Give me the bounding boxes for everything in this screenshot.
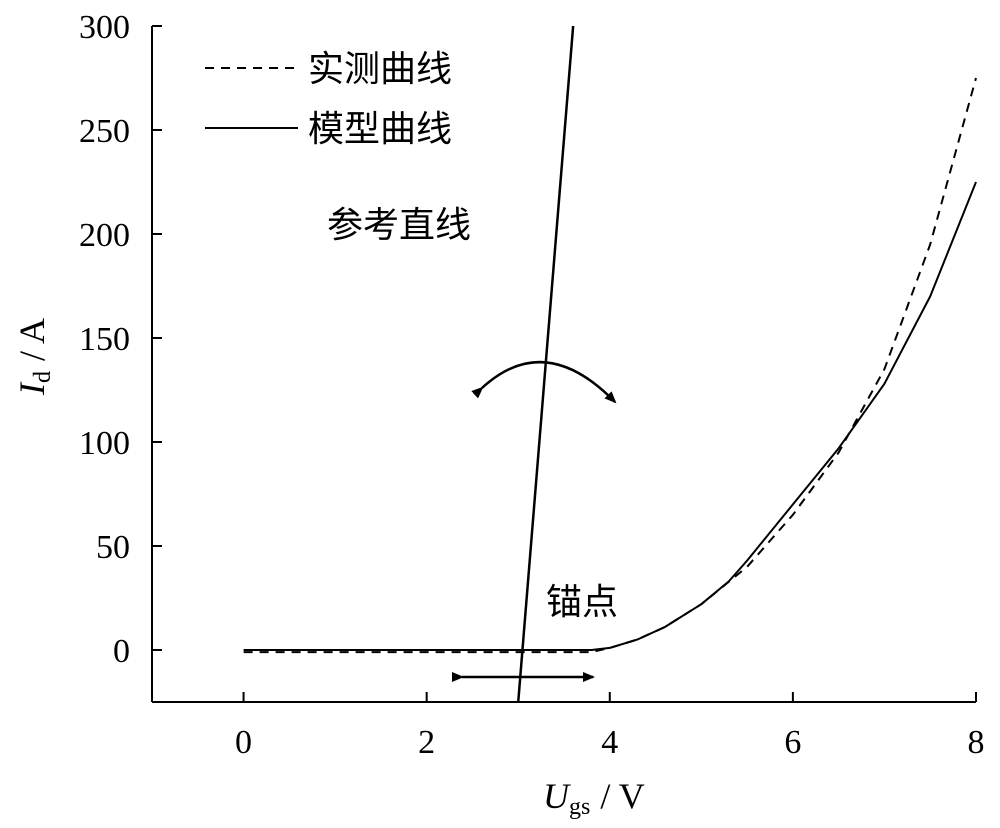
y-axis-symbol: I — [12, 381, 52, 396]
y-axis-subscript: d — [30, 371, 56, 383]
x-axis-subscript: gs — [569, 794, 590, 820]
reference-line — [516, 25, 575, 703]
x-tick-label: 8 — [968, 724, 985, 761]
x-tick-label: 0 — [235, 724, 252, 761]
legend-label-measured: 实测曲线 — [308, 49, 452, 90]
ticks: 0 2 4 6 8 0 50 100 150 200 250 300 — [79, 9, 985, 761]
rotation-arrow — [471, 360, 617, 404]
legend: 实测曲线 模型曲线 — [205, 49, 452, 150]
reference-line-label: 参考直线 — [327, 205, 471, 246]
x-tick-label: 4 — [601, 724, 618, 761]
y-tick-label: 100 — [79, 425, 130, 462]
y-tick-label: 200 — [79, 217, 130, 254]
series-layer — [243, 25, 977, 703]
anchor-point-label: 锚点 — [546, 582, 618, 623]
x-tick-label: 6 — [784, 724, 801, 761]
x-axis-symbol: U — [543, 776, 571, 816]
series-line-0 — [243, 77, 977, 654]
x-tick-label: 2 — [418, 724, 435, 761]
x-axis-unit: / V — [600, 776, 644, 816]
y-axis-label: Id / A — [12, 318, 56, 396]
axes — [151, 26, 976, 703]
x-axis-label: Ugs / V — [543, 776, 645, 820]
series-line-1 — [243, 181, 977, 651]
y-tick-label: 50 — [96, 529, 130, 566]
y-tick-label: 300 — [79, 9, 130, 46]
y-tick-label: 250 — [79, 113, 130, 150]
legend-label-model: 模型曲线 — [308, 109, 452, 150]
y-tick-label: 0 — [113, 633, 130, 670]
y-axis-unit: / A — [12, 318, 52, 361]
y-tick-label: 150 — [79, 321, 130, 358]
